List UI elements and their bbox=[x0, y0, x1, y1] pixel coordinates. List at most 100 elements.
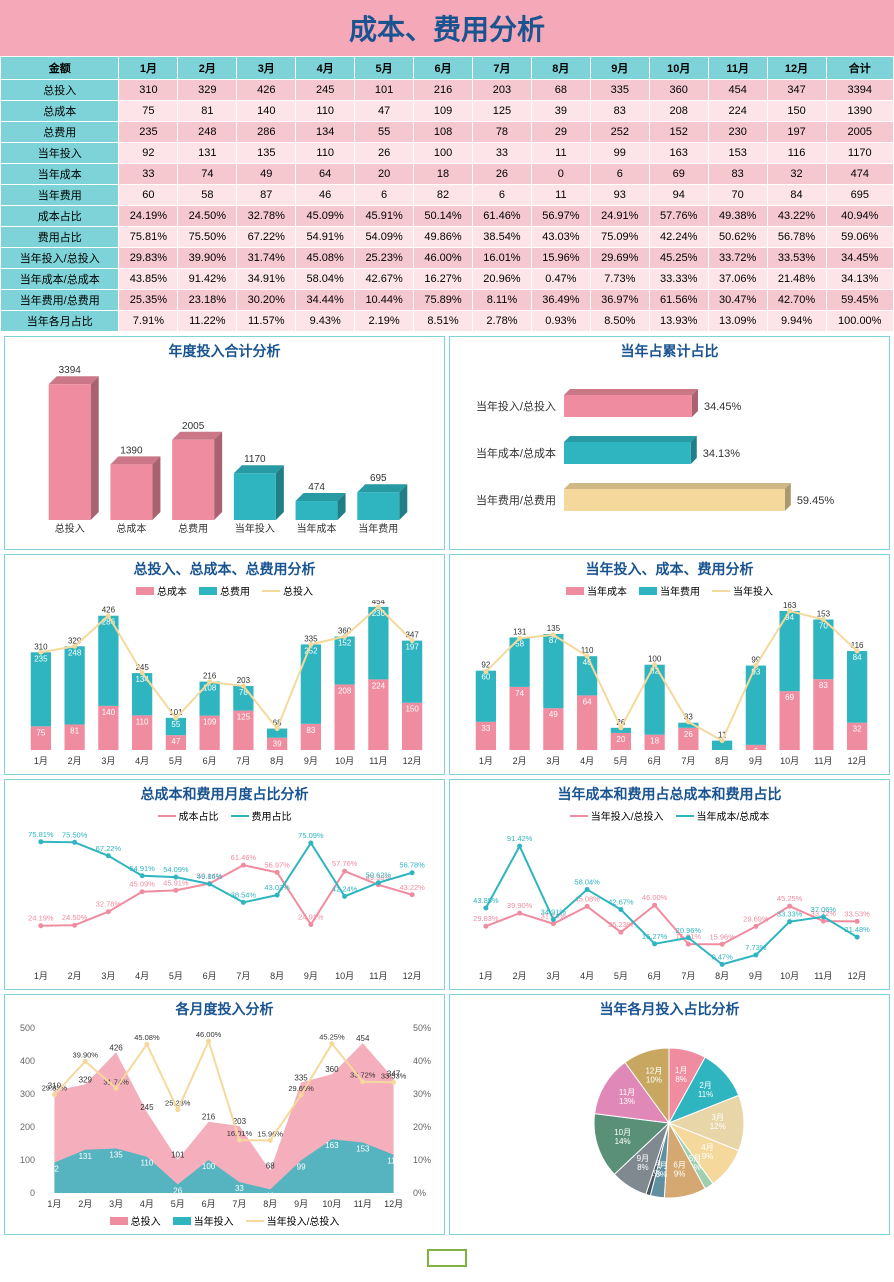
svg-text:75.81%: 75.81% bbox=[28, 830, 54, 839]
svg-text:当年成本: 当年成本 bbox=[297, 522, 337, 535]
svg-text:10月: 10月 bbox=[614, 1128, 631, 1137]
svg-text:29.69%: 29.69% bbox=[288, 1084, 314, 1093]
svg-text:15.96%: 15.96% bbox=[258, 1129, 284, 1138]
svg-text:30%: 30% bbox=[413, 1089, 431, 1099]
svg-text:45.08%: 45.08% bbox=[134, 1033, 160, 1042]
svg-text:12月: 12月 bbox=[403, 756, 422, 766]
chart-title: 各月度投入分析 bbox=[9, 999, 440, 1019]
svg-text:33.33%: 33.33% bbox=[777, 910, 803, 919]
svg-text:24.19%: 24.19% bbox=[28, 914, 54, 923]
svg-text:11月: 11月 bbox=[814, 756, 832, 766]
svg-text:当年成本/总成本: 当年成本/总成本 bbox=[476, 446, 556, 460]
chart-title: 当年各月投入占比分析 bbox=[454, 999, 885, 1019]
svg-text:84: 84 bbox=[853, 653, 862, 662]
svg-text:140: 140 bbox=[102, 708, 116, 717]
svg-text:69: 69 bbox=[785, 693, 794, 702]
svg-text:46.00%: 46.00% bbox=[642, 893, 668, 902]
svg-text:43.22%: 43.22% bbox=[399, 883, 425, 892]
svg-text:1月: 1月 bbox=[34, 971, 48, 981]
svg-text:75.09%: 75.09% bbox=[298, 831, 324, 840]
chart-total-analysis: 总投入、总成本、总费用分析 总成本总费用总投入 752353101月812483… bbox=[4, 554, 445, 775]
svg-text:1月: 1月 bbox=[34, 756, 48, 766]
svg-text:54.09%: 54.09% bbox=[163, 865, 189, 874]
svg-text:50%: 50% bbox=[413, 1023, 431, 1033]
svg-text:10%: 10% bbox=[646, 1076, 662, 1085]
svg-text:11月: 11月 bbox=[354, 1199, 372, 1209]
table-row: 费用占比75.81%75.50%67.22%54.91%54.09%49.86%… bbox=[1, 227, 894, 248]
svg-text:208: 208 bbox=[338, 686, 352, 695]
svg-text:0: 0 bbox=[30, 1188, 35, 1198]
svg-text:2月: 2月 bbox=[78, 1199, 92, 1209]
svg-text:13%: 13% bbox=[619, 1097, 635, 1106]
svg-text:474: 474 bbox=[308, 482, 325, 493]
svg-text:248: 248 bbox=[68, 648, 82, 657]
table-row: 成本占比24.19%24.50%32.78%45.09%45.91%50.14%… bbox=[1, 206, 894, 227]
svg-text:10月: 10月 bbox=[780, 971, 799, 981]
chart-title: 当年成本和费用占总成本和费用占比 bbox=[454, 784, 885, 804]
svg-text:43.03%: 43.03% bbox=[264, 883, 290, 892]
svg-text:3月: 3月 bbox=[712, 1113, 724, 1122]
svg-text:当年投入/总投入: 当年投入/总投入 bbox=[476, 399, 556, 413]
svg-text:18: 18 bbox=[650, 737, 659, 746]
svg-text:695: 695 bbox=[370, 473, 387, 484]
svg-text:4月: 4月 bbox=[135, 756, 149, 766]
svg-text:11月: 11月 bbox=[814, 971, 832, 981]
svg-text:16.27%: 16.27% bbox=[642, 932, 668, 941]
svg-text:197: 197 bbox=[405, 643, 419, 652]
svg-text:14%: 14% bbox=[615, 1137, 631, 1146]
svg-text:10月: 10月 bbox=[322, 1199, 341, 1209]
svg-text:3月: 3月 bbox=[109, 1199, 123, 1209]
svg-text:2005: 2005 bbox=[182, 421, 205, 432]
chart-title: 总投入、总成本、总费用分析 bbox=[9, 559, 440, 579]
legend-item: 总成本 bbox=[136, 583, 187, 598]
svg-text:5月: 5月 bbox=[614, 971, 628, 981]
svg-text:39: 39 bbox=[273, 740, 282, 749]
svg-text:58.04%: 58.04% bbox=[574, 878, 600, 887]
svg-text:216: 216 bbox=[203, 672, 217, 681]
svg-text:1月: 1月 bbox=[479, 756, 493, 766]
svg-text:500: 500 bbox=[20, 1023, 35, 1033]
svg-text:8月: 8月 bbox=[270, 756, 284, 766]
svg-text:7月: 7月 bbox=[236, 756, 250, 766]
svg-text:224: 224 bbox=[372, 681, 386, 690]
svg-text:91.42%: 91.42% bbox=[507, 834, 533, 843]
svg-text:43.85%: 43.85% bbox=[473, 896, 499, 905]
svg-text:131: 131 bbox=[513, 627, 527, 636]
svg-text:59.45%: 59.45% bbox=[797, 495, 835, 507]
svg-text:6: 6 bbox=[754, 747, 759, 756]
svg-text:1390: 1390 bbox=[120, 445, 143, 456]
legend-item: 成本占比 bbox=[158, 808, 219, 823]
svg-text:110: 110 bbox=[141, 1159, 154, 1168]
svg-text:1月: 1月 bbox=[479, 971, 493, 981]
legend-item: 总投入 bbox=[110, 1213, 161, 1228]
chart-current-vs-total-ratio: 当年成本和费用占总成本和费用占比 当年投入/总投入当年成本/总成本 29.83%… bbox=[449, 779, 890, 990]
page-title: 成本、费用分析 bbox=[0, 8, 894, 48]
table-row: 当年成本3374496420182606698332474 bbox=[1, 164, 894, 185]
svg-text:45.25%: 45.25% bbox=[319, 1033, 345, 1042]
table-row: 当年各月占比7.91%11.22%11.57%9.43%2.19%8.51%2.… bbox=[1, 311, 894, 332]
svg-text:3月: 3月 bbox=[546, 971, 560, 981]
svg-text:6月: 6月 bbox=[203, 971, 217, 981]
svg-text:12月: 12月 bbox=[848, 971, 867, 981]
svg-text:8月: 8月 bbox=[715, 971, 729, 981]
svg-text:5月: 5月 bbox=[169, 756, 183, 766]
svg-text:9月: 9月 bbox=[294, 1199, 308, 1209]
chart-title: 当年占累计占比 bbox=[454, 341, 885, 361]
svg-text:11月: 11月 bbox=[369, 971, 387, 981]
svg-text:329: 329 bbox=[79, 1075, 93, 1084]
svg-text:135: 135 bbox=[547, 624, 561, 633]
chart-current-ratio: 当年占累计占比 当年投入/总投入34.45%当年成本/总成本34.13%当年费用… bbox=[449, 336, 890, 550]
svg-text:当年费用/总费用: 当年费用/总费用 bbox=[476, 493, 556, 507]
svg-text:6月: 6月 bbox=[673, 1161, 685, 1170]
svg-text:4月: 4月 bbox=[580, 971, 594, 981]
svg-text:8月: 8月 bbox=[263, 1199, 277, 1209]
chart-current-analysis: 当年投入、成本、费用分析 当年成本当年费用当年投入 3360921月745813… bbox=[449, 554, 890, 775]
svg-text:454: 454 bbox=[356, 1034, 370, 1043]
data-table-wrap: 金额1月2月3月4月5月6月7月8月9月10月11月12月合计 总投入31032… bbox=[0, 56, 894, 332]
svg-text:40%: 40% bbox=[413, 1056, 431, 1066]
chart-title: 总成本和费用月度占比分析 bbox=[9, 784, 440, 804]
svg-text:33.53%: 33.53% bbox=[844, 909, 870, 918]
svg-text:39.90%: 39.90% bbox=[507, 901, 533, 910]
svg-text:总投入: 总投入 bbox=[55, 522, 85, 535]
svg-text:100: 100 bbox=[20, 1155, 35, 1165]
